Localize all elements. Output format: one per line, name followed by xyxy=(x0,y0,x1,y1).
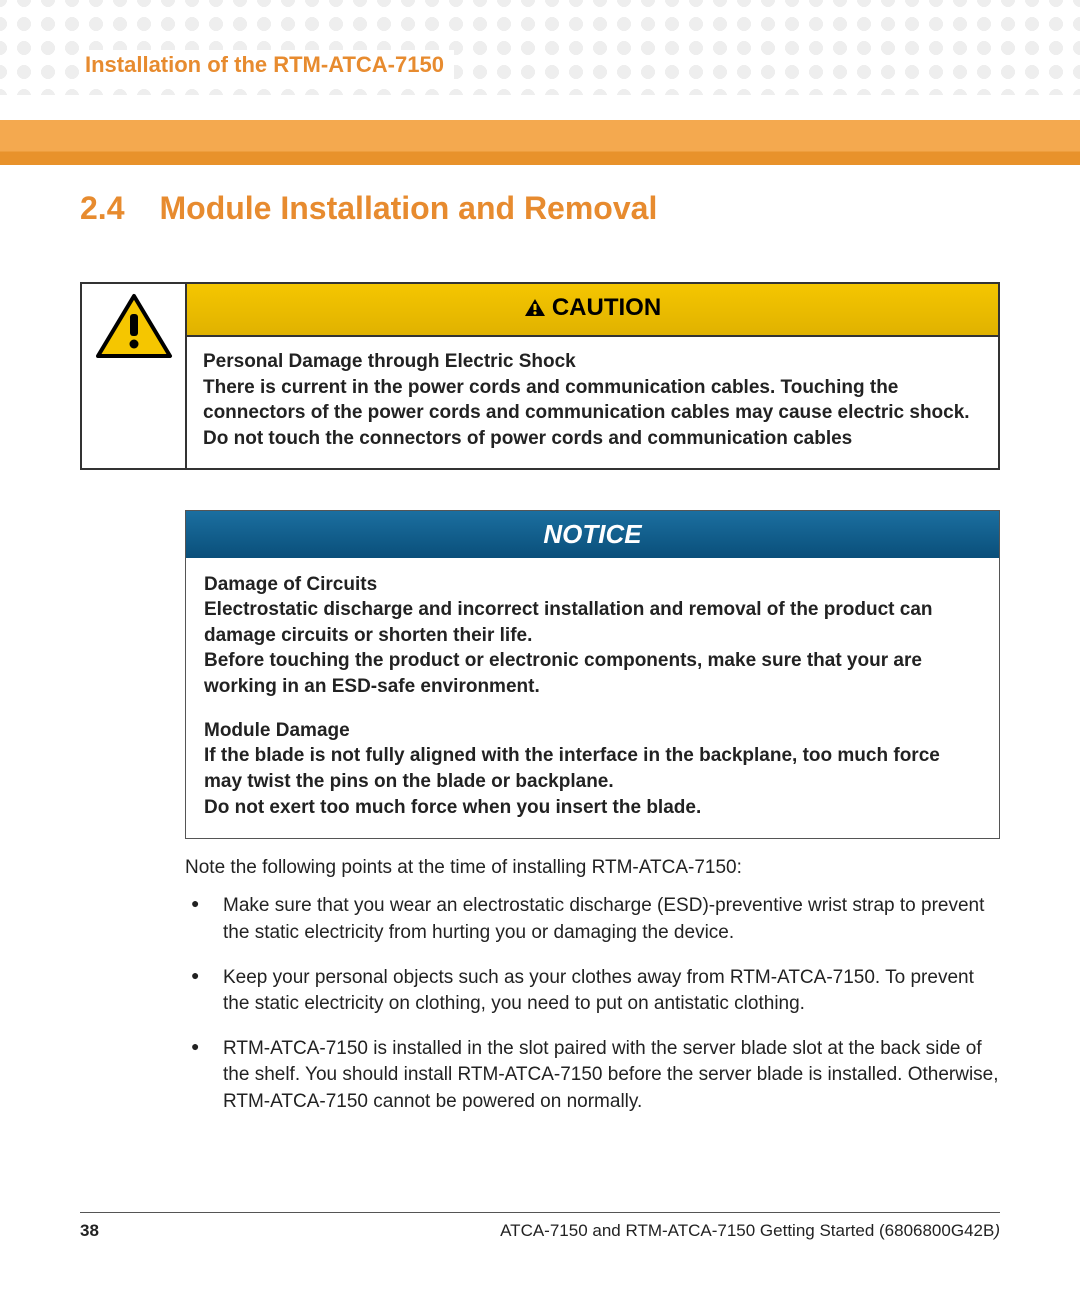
caution-text-1: There is current in the power cords and … xyxy=(203,375,982,426)
notice-block1-text1: Electrostatic discharge and incorrect in… xyxy=(204,597,981,648)
warning-triangle-small-icon xyxy=(524,297,546,325)
page-content: 2.4 Module Installation and Removal CAUTI… xyxy=(80,190,1000,1133)
notice-block1-heading: Damage of Circuits xyxy=(204,572,981,598)
notice-block1-text2: Before touching the product or electroni… xyxy=(204,648,981,699)
caution-main: CAUTION Personal Damage through Electric… xyxy=(187,284,998,468)
caution-label: CAUTION xyxy=(552,294,661,321)
section-title: Module Installation and Removal xyxy=(159,190,657,226)
chapter-title: Installation of the RTM-ATCA-7150 xyxy=(85,50,454,80)
notice-wrap: NOTICE Damage of Circuits Electrostatic … xyxy=(185,510,1000,840)
footer-doc-main: ATCA-7150 and RTM-ATCA-7150 Getting Star… xyxy=(500,1221,994,1240)
header-orange-bar xyxy=(0,120,1080,165)
caution-text-2: Do not touch the connectors of power cor… xyxy=(203,426,982,452)
notice-block2-text2: Do not exert too much force when you ins… xyxy=(204,795,981,821)
notice-box: NOTICE Damage of Circuits Electrostatic … xyxy=(185,510,1000,840)
caution-heading: Personal Damage through Electric Shock xyxy=(203,349,982,375)
caution-header: CAUTION xyxy=(187,284,998,337)
page-number: 38 xyxy=(80,1221,99,1241)
list-item: RTM-ATCA-7150 is installed in the slot p… xyxy=(185,1036,1000,1116)
list-item: Make sure that you wear an electrostatic… xyxy=(185,893,1000,946)
notice-block-2: Module Damage If the blade is not fully … xyxy=(204,718,981,821)
notice-header: NOTICE xyxy=(186,511,999,558)
section-heading: 2.4 Module Installation and Removal xyxy=(80,190,1000,227)
caution-box: CAUTION Personal Damage through Electric… xyxy=(80,282,1000,470)
notice-block-1: Damage of Circuits Electrostatic dischar… xyxy=(204,572,981,700)
notice-block2-text1: If the blade is not fully aligned with t… xyxy=(204,743,981,794)
section-number: 2.4 xyxy=(80,190,124,226)
notice-block2-heading: Module Damage xyxy=(204,718,981,744)
caution-body: Personal Damage through Electric Shock T… xyxy=(187,337,998,468)
list-item: Keep your personal objects such as your … xyxy=(185,965,1000,1018)
header-decorative-dots xyxy=(0,0,1080,95)
warning-triangle-icon xyxy=(94,292,174,362)
notice-body: Damage of Circuits Electrostatic dischar… xyxy=(186,558,999,839)
note-intro: Note the following points at the time of… xyxy=(185,857,1000,879)
caution-icon-cell xyxy=(82,284,187,468)
footer-doc-title: ATCA-7150 and RTM-ATCA-7150 Getting Star… xyxy=(500,1221,1000,1241)
page-footer: 38 ATCA-7150 and RTM-ATCA-7150 Getting S… xyxy=(80,1212,1000,1241)
footer-doc-close: ) xyxy=(994,1221,1000,1240)
bullet-list: Make sure that you wear an electrostatic… xyxy=(185,893,1000,1115)
